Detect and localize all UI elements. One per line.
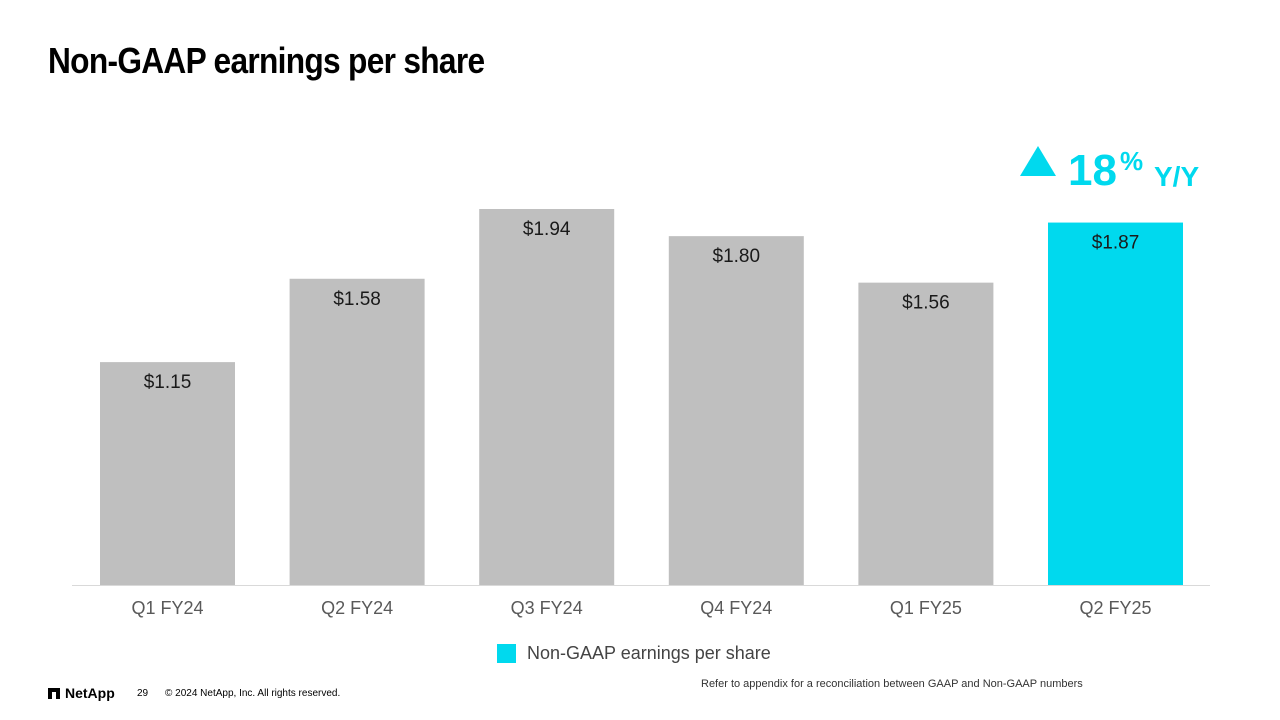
x-tick-label: Q1 FY24 <box>131 598 203 618</box>
bar-q2-fy24 <box>289 278 425 585</box>
x-tick-label: Q3 FY24 <box>511 598 583 618</box>
growth-label: Y/Y <box>1154 161 1200 192</box>
growth-percent-sign: % <box>1120 146 1144 176</box>
legend-label: Non-GAAP earnings per share <box>527 642 771 663</box>
data-label: $1.15 <box>144 372 192 393</box>
bar-q4-fy24 <box>668 236 804 585</box>
bar-q2-fy25 <box>1048 222 1183 585</box>
data-label: $1.80 <box>713 246 761 267</box>
data-label: $1.58 <box>333 289 381 310</box>
up-triangle-icon <box>1020 146 1056 176</box>
x-tick-label: Q2 FY24 <box>321 598 393 618</box>
footnote: Refer to appendix for a reconciliation b… <box>701 678 1083 690</box>
legend-swatch <box>497 643 516 663</box>
bar-q1-fy25 <box>858 282 994 585</box>
x-tick-label: Q4 FY24 <box>700 598 772 618</box>
data-label: $1.56 <box>902 293 950 314</box>
netapp-logo-icon <box>48 687 60 699</box>
data-label: $1.94 <box>523 219 571 240</box>
brand-name: NetApp <box>65 685 115 701</box>
copyright-text: © 2024 NetApp, Inc. All rights reserved. <box>165 688 341 699</box>
chart-legend: Non-GAAP earnings per share <box>497 641 771 665</box>
bar-q1-fy24 <box>100 362 235 585</box>
data-label: $1.87 <box>1092 233 1140 254</box>
netapp-logo: NetApp <box>48 685 115 701</box>
x-tick-label: Q1 FY25 <box>890 598 962 618</box>
x-tick-label: Q2 FY25 <box>1079 598 1151 618</box>
growth-value: 18 <box>1068 146 1117 195</box>
page-title: Non-GAAP earnings per share <box>48 40 485 81</box>
bar-q3-fy24 <box>479 209 615 585</box>
page-number: 29 <box>137 688 149 699</box>
growth-callout: 18 % Y/Y <box>1018 140 1218 200</box>
